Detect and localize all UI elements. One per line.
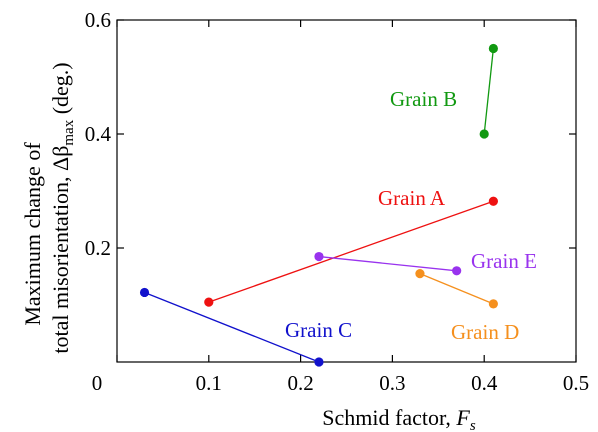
y-tick-label: 0.4 [85,122,112,146]
grain-e-point [314,251,324,262]
x-tick-label: 0 [92,371,103,395]
x-tick-label: 0.5 [563,371,589,395]
grain-b-point [479,129,489,139]
grain-a-point [204,297,214,307]
grain-e-label: Grain E [471,249,537,273]
grain-c-label: Grain C [285,318,352,342]
grain-c-point [314,357,324,367]
plot-axes: 0 0.1 0.2 0.3 0.4 0.5 0.2 0.4 0.6 [85,8,589,395]
y-axis-label-line1: Maximum change of [20,142,45,326]
x-axis-label: Schmid factor, Fs [322,405,476,432]
series-labels: Grain A Grain B Grain C Grain D Grain E [285,87,537,344]
grain-d-line [419,273,494,305]
grain-e-point [452,266,462,276]
grain-a-label: Grain A [378,186,446,210]
grain-d-label: Grain D [451,320,519,344]
y-tick-label: 0.2 [85,236,111,260]
grain-b-point [488,43,498,54]
grain-c-line [144,291,320,363]
x-tick-label: 0.2 [287,371,313,395]
y-axis-label-line2: total misorientation, Δβmax (deg.) [48,62,77,353]
grain-c-point [139,287,150,298]
grain-b-line [483,48,495,135]
grain-b-label: Grain B [390,87,457,111]
x-tick-label: 0.3 [379,371,405,395]
y-tick-label: 0.6 [85,8,111,32]
grain-d-point [488,299,498,309]
grain-e-line [318,255,457,272]
plot-marks [139,43,498,367]
grain-a-line [208,200,494,303]
grain-a-point [488,196,498,206]
x-tick-label: 0.1 [196,371,222,395]
x-tick-label: 0.4 [471,371,498,395]
plot-frame [116,19,577,363]
grain-d-point [415,269,425,279]
